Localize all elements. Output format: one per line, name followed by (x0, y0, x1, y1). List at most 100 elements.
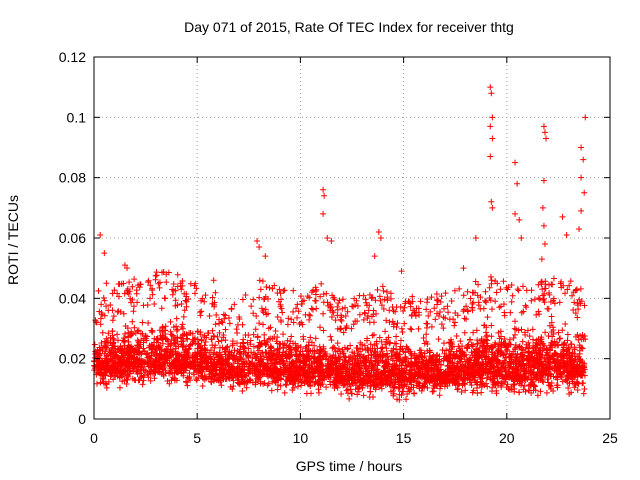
data-point (513, 326, 520, 333)
data-point (540, 222, 547, 229)
data-point (487, 153, 494, 160)
data-point (563, 372, 570, 379)
data-point (332, 380, 339, 387)
data-point (267, 353, 273, 360)
data-point (441, 383, 448, 390)
data-point (330, 294, 337, 301)
data-point (577, 344, 584, 351)
data-point (449, 359, 456, 366)
data-point (555, 365, 562, 372)
data-point (201, 373, 208, 380)
data-point (357, 345, 364, 352)
data-point (264, 382, 271, 389)
data-point (219, 319, 226, 326)
data-point (470, 374, 477, 381)
data-point (566, 380, 573, 387)
data-point (260, 371, 267, 378)
data-point (566, 390, 573, 397)
data-point (140, 373, 147, 380)
data-point (389, 348, 396, 355)
data-point (562, 321, 569, 328)
data-point (572, 382, 579, 389)
data-point (447, 339, 454, 346)
data-point (135, 338, 142, 345)
data-point (343, 324, 350, 331)
data-point (546, 291, 553, 298)
data-point (440, 373, 447, 380)
data-point (487, 273, 494, 280)
data-point (373, 371, 380, 378)
data-point (442, 290, 449, 297)
data-point (222, 326, 229, 333)
data-point (474, 390, 481, 397)
data-point (539, 360, 546, 367)
x-axis-label: GPS time / hours (296, 458, 403, 474)
data-point (366, 319, 373, 326)
data-point (233, 340, 240, 347)
data-point (239, 360, 246, 367)
data-point (448, 364, 455, 371)
data-point (145, 363, 152, 370)
data-point (563, 355, 570, 362)
data-point (551, 338, 558, 345)
data-point (581, 189, 588, 196)
data-point (578, 144, 585, 151)
data-point (546, 281, 553, 288)
data-point (555, 329, 562, 336)
data-point (149, 327, 156, 334)
data-point (278, 296, 285, 303)
data-point (543, 135, 550, 142)
data-point (257, 286, 264, 293)
data-point (145, 278, 152, 285)
data-point (532, 349, 539, 356)
data-point (407, 367, 414, 374)
data-point (248, 303, 255, 310)
data-point (184, 382, 191, 389)
data-point (519, 338, 526, 345)
data-point (384, 297, 391, 304)
data-point (457, 355, 464, 362)
data-point (98, 301, 105, 308)
data-point (441, 340, 448, 347)
data-point (317, 362, 324, 369)
data-point (370, 331, 377, 338)
data-point (143, 351, 150, 358)
data-point (517, 367, 524, 374)
data-point (494, 378, 501, 385)
data-point (277, 317, 284, 324)
data-point (348, 325, 355, 332)
data-point (244, 352, 251, 359)
data-point (247, 337, 254, 344)
data-point (474, 340, 481, 347)
data-point (208, 336, 215, 343)
data-point (442, 315, 449, 322)
data-point (354, 391, 361, 398)
data-point (492, 382, 499, 389)
data-point (458, 388, 465, 395)
data-point (259, 308, 266, 315)
data-point (316, 357, 323, 364)
data-point (424, 320, 431, 327)
data-point (401, 304, 408, 311)
data-point (381, 296, 388, 303)
data-point (529, 378, 536, 385)
data-point (451, 322, 458, 329)
data-point (371, 382, 378, 389)
data-point (503, 373, 510, 380)
data-point (486, 284, 493, 291)
data-point (434, 372, 441, 379)
data-point (169, 333, 176, 340)
data-point (362, 296, 369, 303)
data-point (305, 342, 312, 349)
data-point (383, 345, 390, 352)
data-point (573, 368, 580, 375)
data-point (363, 373, 370, 380)
data-point (295, 378, 302, 385)
data-point (228, 306, 235, 313)
data-point (343, 387, 350, 394)
data-point (518, 326, 525, 333)
data-point (347, 374, 354, 381)
data-point (319, 370, 326, 377)
data-point (101, 297, 108, 304)
data-point (306, 294, 313, 301)
